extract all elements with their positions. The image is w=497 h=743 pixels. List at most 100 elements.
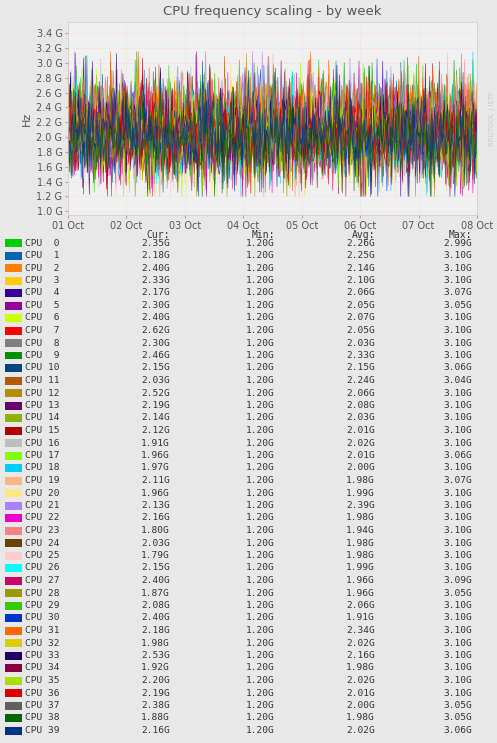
Text: 2.33G: 2.33G bbox=[141, 276, 170, 285]
Text: CPU 20: CPU 20 bbox=[25, 488, 60, 498]
Text: 1.20G: 1.20G bbox=[246, 276, 275, 285]
Text: 3.06G: 3.06G bbox=[443, 451, 472, 460]
Text: RRDTOOL / IETF: RRDTOOL / IETF bbox=[489, 91, 495, 146]
Text: CPU 37: CPU 37 bbox=[25, 701, 60, 710]
Text: 2.17G: 2.17G bbox=[141, 288, 170, 297]
Text: 2.18G: 2.18G bbox=[141, 626, 170, 635]
Text: CPU 34: CPU 34 bbox=[25, 663, 60, 672]
Text: CPU 15: CPU 15 bbox=[25, 426, 60, 435]
Text: 1.94G: 1.94G bbox=[346, 526, 375, 535]
Text: CPU 16: CPU 16 bbox=[25, 438, 60, 447]
Text: 2.02G: 2.02G bbox=[346, 726, 375, 735]
Text: 2.20G: 2.20G bbox=[141, 676, 170, 685]
Text: 1.20G: 1.20G bbox=[246, 588, 275, 597]
Text: 3.10G: 3.10G bbox=[443, 276, 472, 285]
Text: 2.16G: 2.16G bbox=[346, 651, 375, 660]
Text: 3.10G: 3.10G bbox=[443, 614, 472, 623]
Text: 3.10G: 3.10G bbox=[443, 488, 472, 498]
Text: 1.20G: 1.20G bbox=[246, 351, 275, 360]
Text: CPU 31: CPU 31 bbox=[25, 626, 60, 635]
Text: 2.05G: 2.05G bbox=[346, 326, 375, 335]
Text: 3.05G: 3.05G bbox=[443, 588, 472, 597]
Text: CPU 17: CPU 17 bbox=[25, 451, 60, 460]
Text: 1.20G: 1.20G bbox=[246, 301, 275, 310]
Y-axis label: Hz: Hz bbox=[22, 111, 32, 126]
Text: CPU 23: CPU 23 bbox=[25, 526, 60, 535]
Text: 2.03G: 2.03G bbox=[141, 539, 170, 548]
Text: CPU 19: CPU 19 bbox=[25, 476, 60, 485]
Text: 2.39G: 2.39G bbox=[346, 501, 375, 510]
Text: 1.98G: 1.98G bbox=[346, 713, 375, 722]
Text: 1.20G: 1.20G bbox=[246, 464, 275, 473]
Text: 1.20G: 1.20G bbox=[246, 663, 275, 672]
Text: 1.20G: 1.20G bbox=[246, 401, 275, 410]
Text: 1.99G: 1.99G bbox=[346, 488, 375, 498]
Text: 1.20G: 1.20G bbox=[246, 526, 275, 535]
Text: CPU  0: CPU 0 bbox=[25, 239, 60, 247]
Text: 1.20G: 1.20G bbox=[246, 651, 275, 660]
Text: CPU  1: CPU 1 bbox=[25, 251, 60, 260]
Text: CPU  4: CPU 4 bbox=[25, 288, 60, 297]
Text: 1.20G: 1.20G bbox=[246, 563, 275, 573]
Text: CPU  7: CPU 7 bbox=[25, 326, 60, 335]
Text: 3.10G: 3.10G bbox=[443, 414, 472, 423]
Text: CPU 24: CPU 24 bbox=[25, 539, 60, 548]
Text: CPU  5: CPU 5 bbox=[25, 301, 60, 310]
Text: CPU 30: CPU 30 bbox=[25, 614, 60, 623]
Text: 2.01G: 2.01G bbox=[346, 426, 375, 435]
Text: 1.96G: 1.96G bbox=[346, 576, 375, 585]
Text: CPU  6: CPU 6 bbox=[25, 314, 60, 322]
Text: 3.10G: 3.10G bbox=[443, 314, 472, 322]
Text: 1.91G: 1.91G bbox=[141, 438, 170, 447]
Text: 1.98G: 1.98G bbox=[141, 638, 170, 647]
Text: 1.20G: 1.20G bbox=[246, 451, 275, 460]
Text: 2.06G: 2.06G bbox=[346, 601, 375, 610]
Text: 3.10G: 3.10G bbox=[443, 401, 472, 410]
Text: 2.07G: 2.07G bbox=[346, 314, 375, 322]
Text: 1.20G: 1.20G bbox=[246, 314, 275, 322]
Text: 2.06G: 2.06G bbox=[346, 389, 375, 398]
Text: 1.20G: 1.20G bbox=[246, 501, 275, 510]
Text: CPU 22: CPU 22 bbox=[25, 513, 60, 522]
Text: 1.91G: 1.91G bbox=[346, 614, 375, 623]
Text: Min:: Min: bbox=[251, 230, 275, 240]
Text: 1.96G: 1.96G bbox=[141, 488, 170, 498]
Text: 3.10G: 3.10G bbox=[443, 389, 472, 398]
Text: 2.40G: 2.40G bbox=[141, 314, 170, 322]
Text: 2.26G: 2.26G bbox=[346, 239, 375, 247]
Text: 1.97G: 1.97G bbox=[141, 464, 170, 473]
Text: CPU 32: CPU 32 bbox=[25, 638, 60, 647]
Text: 1.99G: 1.99G bbox=[346, 563, 375, 573]
Text: CPU  8: CPU 8 bbox=[25, 339, 60, 348]
Text: 1.20G: 1.20G bbox=[246, 376, 275, 385]
Text: 3.06G: 3.06G bbox=[443, 726, 472, 735]
Text: 3.10G: 3.10G bbox=[443, 563, 472, 573]
Text: 1.20G: 1.20G bbox=[246, 726, 275, 735]
Text: CPU 29: CPU 29 bbox=[25, 601, 60, 610]
Text: 1.20G: 1.20G bbox=[246, 689, 275, 698]
Text: 2.02G: 2.02G bbox=[346, 438, 375, 447]
Text: 3.10G: 3.10G bbox=[443, 626, 472, 635]
Text: 2.16G: 2.16G bbox=[141, 726, 170, 735]
Text: 2.34G: 2.34G bbox=[346, 626, 375, 635]
Text: 3.10G: 3.10G bbox=[443, 339, 472, 348]
Text: Max:: Max: bbox=[448, 230, 472, 240]
Text: 1.98G: 1.98G bbox=[346, 539, 375, 548]
Text: 2.03G: 2.03G bbox=[346, 414, 375, 423]
Text: 1.20G: 1.20G bbox=[246, 488, 275, 498]
Text: 2.30G: 2.30G bbox=[141, 301, 170, 310]
Text: 1.20G: 1.20G bbox=[246, 476, 275, 485]
Text: CPU 13: CPU 13 bbox=[25, 401, 60, 410]
Text: CPU 26: CPU 26 bbox=[25, 563, 60, 573]
Text: 1.98G: 1.98G bbox=[346, 513, 375, 522]
Text: 2.12G: 2.12G bbox=[141, 426, 170, 435]
Text: 2.15G: 2.15G bbox=[141, 363, 170, 372]
Text: 1.20G: 1.20G bbox=[246, 626, 275, 635]
Text: 3.04G: 3.04G bbox=[443, 376, 472, 385]
Text: 2.11G: 2.11G bbox=[141, 476, 170, 485]
Text: CPU 27: CPU 27 bbox=[25, 576, 60, 585]
Text: 3.07G: 3.07G bbox=[443, 476, 472, 485]
Text: 2.14G: 2.14G bbox=[141, 414, 170, 423]
Text: CPU 14: CPU 14 bbox=[25, 414, 60, 423]
Text: CPU 21: CPU 21 bbox=[25, 501, 60, 510]
